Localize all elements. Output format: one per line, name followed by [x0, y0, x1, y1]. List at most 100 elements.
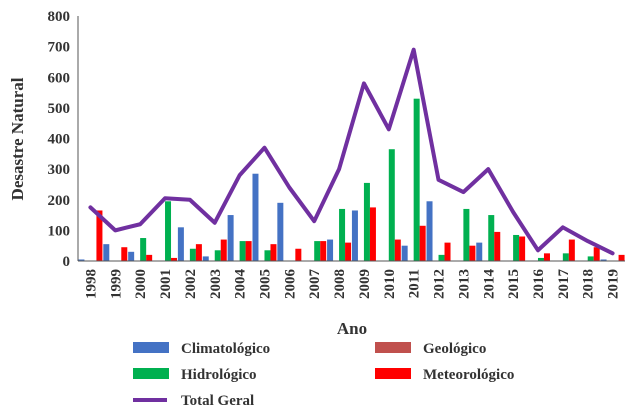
bar-meteorologico	[543, 253, 550, 261]
bar-climatologico	[600, 259, 607, 261]
bar-meteorologico	[394, 239, 401, 261]
bar-meteorologico	[195, 244, 202, 261]
bar-hidrologico	[562, 253, 569, 261]
bar-hidrologico	[239, 241, 246, 261]
x-tick-label: 2010	[382, 269, 398, 299]
legend-swatch	[133, 368, 169, 379]
bar-meteorologico	[270, 244, 277, 261]
bar-meteorologico	[593, 247, 600, 261]
bar-hidrologico	[214, 250, 221, 261]
bar-meteorologico	[369, 207, 376, 261]
x-tick-label: 2019	[606, 269, 622, 299]
x-tick-label: 2000	[133, 269, 149, 299]
x-tick-label: 2004	[233, 269, 249, 300]
bar-climatologico	[277, 202, 284, 261]
y-tick-label: 100	[48, 223, 71, 239]
legend: Climatológico Geológico Hidrológico Meteoro…	[133, 341, 514, 409]
bar-meteorologico	[345, 242, 352, 261]
bar-hidrologico	[140, 238, 147, 261]
legend-swatch	[375, 342, 411, 353]
bar-hidrologico	[363, 182, 370, 261]
bar-hidrologico	[314, 241, 321, 261]
bar-meteorologico	[146, 254, 153, 261]
legend-label: Meteorológico	[423, 367, 514, 383]
bar-meteorologico	[419, 225, 426, 261]
bar-hidrologico	[513, 234, 520, 261]
bar-hidrologico	[264, 250, 271, 261]
y-tick-label: 300	[48, 162, 71, 178]
y-tick-label: 400	[48, 132, 71, 148]
x-tick-label: 2015	[506, 269, 522, 299]
bar-meteorologico	[444, 242, 451, 261]
bar-meteorologico	[220, 239, 227, 261]
legend-label: Hidrológico	[181, 367, 257, 383]
y-tick-label: 600	[48, 70, 71, 86]
axes-layer	[77, 16, 625, 262]
x-tick-labels: 1998 1999 2000 2001 2002 2003 2004 2005 2006 2007…	[83, 269, 621, 300]
x-tick-label: 1999	[108, 269, 124, 299]
bar-hidrologico	[488, 215, 495, 261]
bar-hidrologico	[388, 149, 395, 261]
x-tick-label: 2017	[556, 269, 572, 300]
bar-climatologico	[103, 244, 110, 261]
x-tick-label: 2006	[282, 269, 298, 300]
bar-meteorologico	[245, 241, 252, 261]
x-axis-title: Ano	[337, 319, 367, 338]
bar-hidrologico	[537, 257, 544, 261]
bar-climatologico	[177, 227, 184, 261]
line-layer	[88, 47, 615, 256]
bar-hidrologico	[189, 248, 196, 261]
legend-swatch	[133, 342, 169, 353]
bar-climatologico	[401, 245, 408, 261]
y-tick-label: 500	[48, 101, 71, 117]
bar-climatologico	[128, 251, 135, 261]
y-axis-title: Desastre Natural	[8, 77, 27, 200]
bar-meteorologico	[295, 248, 302, 261]
x-tick-label: 1998	[83, 269, 99, 299]
bar-meteorologico	[121, 247, 128, 261]
bars-layer	[78, 98, 625, 261]
legend-label: Climatológico	[181, 341, 270, 357]
bar-meteorologico	[320, 241, 327, 261]
bar-meteorologico	[96, 210, 103, 261]
bar-meteorologico	[171, 257, 178, 261]
x-tick-label: 2002	[183, 269, 199, 299]
line-total-geral	[88, 47, 615, 256]
bar-climatologico	[351, 210, 358, 261]
bar-hidrologico	[587, 256, 594, 261]
y-tick-label: 700	[48, 40, 71, 56]
legend-label: Geológico	[423, 341, 486, 357]
x-tick-label: 2011	[407, 269, 423, 298]
bar-hidrologico	[413, 98, 420, 261]
bar-hidrologico	[438, 254, 445, 261]
bar-climatologico	[227, 215, 234, 261]
bar-climatologico	[426, 201, 433, 261]
x-tick-label: 2008	[332, 269, 348, 299]
bar-climatologico	[327, 239, 334, 261]
bar-meteorologico	[469, 245, 476, 261]
legend-label: Total Geral	[181, 393, 254, 409]
bar-climatologico	[78, 259, 85, 261]
x-tick-label: 2009	[357, 269, 373, 299]
bar-meteorologico	[494, 231, 501, 261]
bar-meteorologico	[519, 236, 526, 261]
bar-climatologico	[202, 256, 209, 261]
y-tick-label: 0	[63, 254, 71, 270]
bar-climatologico	[476, 242, 483, 261]
y-tick-label: 200	[48, 193, 71, 209]
bar-meteorologico	[618, 254, 625, 261]
x-tick-label: 2013	[456, 269, 472, 299]
x-tick-label: 2001	[158, 269, 174, 299]
x-tick-label: 2012	[432, 269, 448, 299]
bar-hidrologico	[339, 208, 346, 261]
x-tick-label: 2018	[581, 269, 597, 299]
x-tick-label: 2016	[531, 269, 547, 300]
bar-meteorologico	[568, 239, 575, 261]
x-tick-label: 2007	[307, 269, 323, 300]
bar-hidrologico	[165, 201, 172, 261]
bar-hidrologico	[463, 208, 470, 261]
y-tick-labels: 0 100 200 300 400 500 600 700 800	[48, 9, 71, 270]
x-tick-label: 2014	[481, 269, 497, 300]
